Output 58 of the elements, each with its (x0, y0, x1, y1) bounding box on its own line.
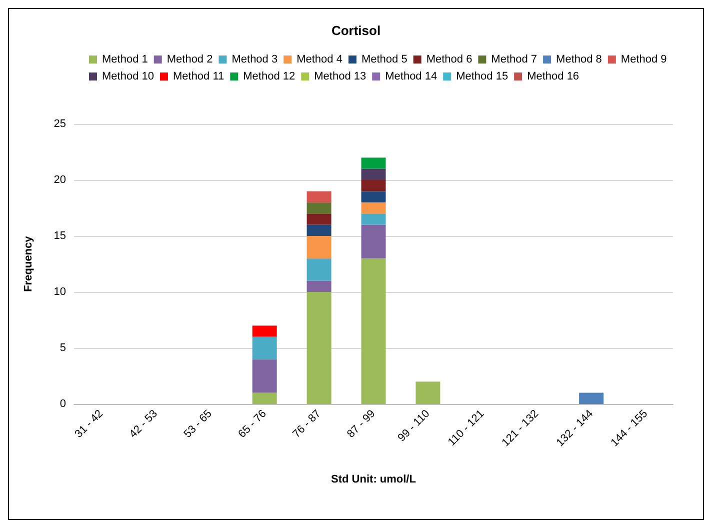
bar (252, 326, 277, 337)
bar (361, 214, 386, 225)
x-tick-label: 31 - 42 (72, 408, 106, 440)
legend-label: Method 2 (166, 54, 213, 66)
legend-label: Method 7 (491, 54, 538, 66)
x-tick-label: 42 - 53 (127, 408, 160, 440)
bar (579, 392, 604, 404)
bar (252, 336, 277, 360)
bar (361, 180, 386, 192)
x-tick-label: 132 - 144 (554, 408, 596, 450)
bar (306, 258, 332, 281)
legend-label: Method 3 (232, 54, 278, 66)
bar (361, 158, 386, 169)
x-tick-label: 99 - 110 (396, 408, 432, 444)
x-tick-label: 87 - 99 (345, 408, 378, 440)
legend-label: Method 14 (385, 70, 438, 82)
bar (361, 168, 386, 180)
bar (306, 224, 332, 236)
y-tick-label: 10 (54, 286, 66, 298)
y-axis-title: Frequency (22, 235, 34, 292)
bar (306, 214, 332, 225)
x-tick-label: 144 - 155 (608, 408, 650, 450)
legend-label: Method 15 (456, 70, 508, 82)
bar (306, 202, 332, 214)
legend-label: Method 4 (296, 54, 342, 66)
legend-label: Method 9 (620, 54, 667, 66)
x-tick-label: 65 - 76 (236, 408, 269, 440)
legend-label: Method 12 (243, 70, 296, 82)
x-axis-title: Std Unit: umol/L (331, 474, 416, 486)
legend-label: Method 1 (102, 54, 148, 66)
bar (416, 382, 440, 404)
y-tick-label: 0 (60, 398, 66, 410)
x-tick-label: 121 - 132 (500, 408, 542, 450)
legend-label: Method 13 (314, 70, 366, 82)
legend-label: Method 5 (361, 54, 408, 66)
y-tick-label: 20 (54, 174, 66, 186)
legend-label: Method 11 (172, 70, 224, 82)
x-tick-label: 110 - 121 (446, 408, 487, 448)
bar (252, 392, 277, 404)
chart-title: Cortisol (331, 23, 381, 38)
legend-label: Method 16 (527, 70, 580, 82)
bar (306, 236, 332, 258)
bar (361, 191, 386, 202)
legend-label: Method 6 (426, 54, 472, 66)
legend-label: Method 8 (556, 54, 602, 66)
bar (361, 258, 386, 404)
y-tick-label: 5 (60, 342, 66, 354)
bar (306, 280, 332, 292)
y-tick-label: 15 (54, 230, 66, 242)
bar (306, 191, 332, 202)
bar (361, 224, 386, 258)
x-tick-label: 76 - 87 (290, 408, 324, 440)
bar (306, 292, 332, 404)
x-tick-label: 53 - 65 (182, 408, 214, 440)
legend-label: Method 10 (102, 70, 154, 82)
y-tick-label: 25 (54, 118, 66, 130)
bar (252, 359, 277, 393)
bar (361, 202, 386, 214)
